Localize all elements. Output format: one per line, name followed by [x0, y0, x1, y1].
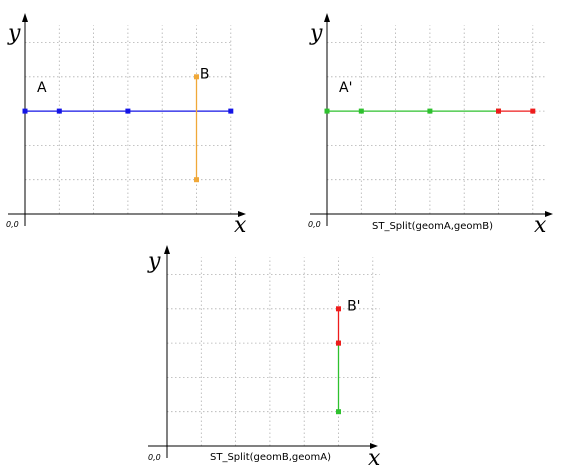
panel-split-a-by-b: y x 0,0 ST_Split(geomA,geomB) A': [308, 13, 553, 238]
geometry-label: B': [347, 299, 360, 315]
geometries: [324, 108, 536, 114]
vertex-point-orange: [194, 74, 199, 80]
y-axis-arrow-icon: [22, 13, 28, 22]
y-axis-arrow-icon: [324, 13, 330, 22]
caption-split-b-by-a: ST_Split(geomB,geomA): [210, 452, 331, 463]
vertex-point-green: [358, 108, 364, 114]
y-axis-label: y: [147, 249, 161, 274]
vertex-point-green: [427, 108, 433, 114]
x-axis-label: x: [534, 213, 547, 238]
geometry-labels: A': [339, 80, 352, 96]
vertex-point-blue: [228, 108, 234, 114]
geometry-labels: AB: [37, 67, 210, 97]
origin-label: 0,0: [6, 220, 19, 229]
vertex-point-red: [496, 108, 501, 114]
geometries: [22, 74, 234, 183]
grid: [167, 257, 380, 446]
geometry-label: B: [200, 67, 210, 83]
x-axis-arrow-icon: [545, 211, 553, 217]
y-axis-arrow-icon: [164, 245, 170, 254]
y-axis-label: y: [309, 21, 323, 46]
geometry-label: A: [37, 80, 47, 96]
x-axis-label: x: [368, 446, 381, 471]
vertex-point-blue: [22, 108, 28, 114]
panel-original: y x 0,0 AB: [6, 13, 247, 238]
vertex-point-red: [336, 306, 341, 312]
vertex-point-red: [336, 340, 341, 346]
geometry-label: A': [339, 80, 352, 96]
vertex-point-green: [324, 108, 330, 114]
geometries: [336, 306, 341, 415]
vertex-point-blue: [56, 108, 62, 114]
x-axis-arrow-icon: [238, 211, 246, 217]
vertex-point-green: [336, 409, 341, 415]
panel-split-b-by-a: y x 0,0 ST_Split(geomB,geomA) B': [147, 245, 381, 471]
x-axis-label: x: [234, 213, 247, 238]
vertex-point-orange: [194, 177, 199, 183]
grid: [327, 25, 547, 214]
origin-label: 0,0: [308, 220, 321, 229]
origin-label: 0,0: [148, 453, 161, 462]
caption-split-a-by-b: ST_Split(geomA,geomB): [372, 221, 493, 232]
grid: [25, 25, 232, 214]
vertex-point-blue: [125, 108, 131, 114]
x-axis-arrow-icon: [370, 443, 378, 449]
geometry-labels: B': [347, 299, 360, 315]
vertex-point-red: [530, 108, 536, 114]
y-axis-label: y: [7, 21, 21, 46]
